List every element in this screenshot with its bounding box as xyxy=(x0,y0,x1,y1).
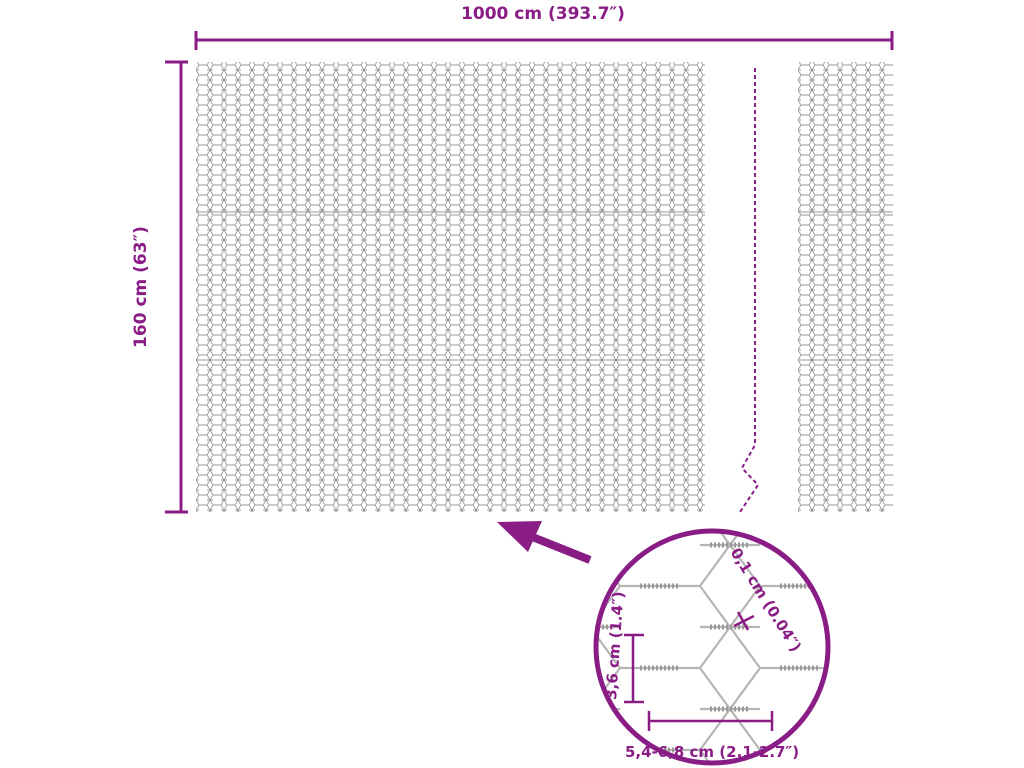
width-label: 1000 cm (393.7″) xyxy=(461,4,625,24)
width-dimension: 1000 cm (393.7″) xyxy=(194,4,894,50)
height-label: 160 cm (63″) xyxy=(131,226,151,348)
mesh-panel-main xyxy=(196,62,705,512)
break-line xyxy=(739,68,760,513)
height-dimension: 160 cm (63″) xyxy=(131,60,188,514)
detail-circle: 3,6 cm (1.4″) 5,4-6,8 cm (2.1-2.7″) 0,1 … xyxy=(593,528,831,766)
arrow-icon xyxy=(497,521,592,564)
mesh-panel-end xyxy=(798,62,893,512)
roll-fold-lines xyxy=(196,211,893,361)
mesh-width-label: 5,4-6,8 cm (2.1-2.7″) xyxy=(625,743,799,761)
